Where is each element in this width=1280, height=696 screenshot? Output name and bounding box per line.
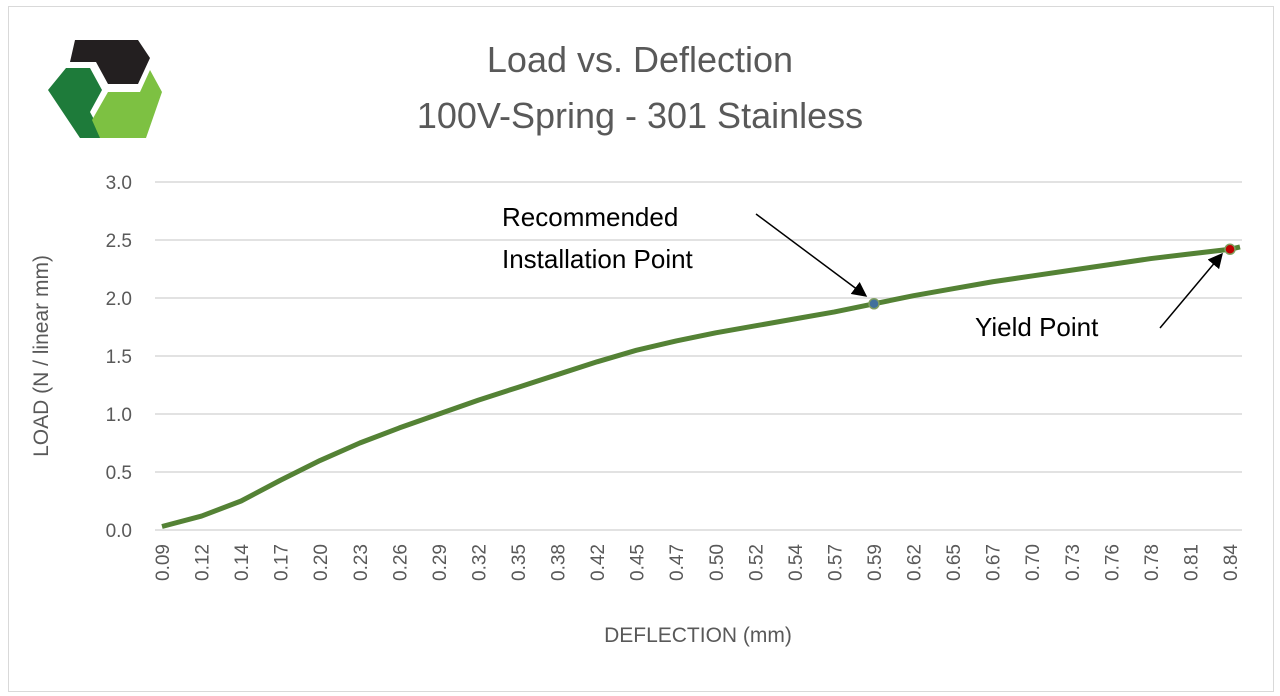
x-tick-label: 0.81 xyxy=(1181,544,1202,581)
x-tick-label: 0.17 xyxy=(272,544,293,581)
x-tick-label: 0.57 xyxy=(825,544,846,581)
annotation-yield-point: Yield Point xyxy=(975,252,1223,342)
chart-title-line-1: Load vs. Deflection xyxy=(487,39,793,80)
annotation-installation-line-1: Recommended xyxy=(502,202,678,232)
x-tick-label: 0.59 xyxy=(865,544,886,581)
x-tick-label: 0.54 xyxy=(786,544,807,581)
x-axis-label: DEFLECTION (mm) xyxy=(604,624,792,647)
x-tick-label: 0.35 xyxy=(509,544,530,581)
x-tick-label: 0.84 xyxy=(1221,544,1242,581)
company-logo xyxy=(48,40,162,138)
x-tick-label: 0.26 xyxy=(390,544,411,581)
x-tick-label: 0.23 xyxy=(351,544,372,581)
x-tick-label: 0.09 xyxy=(153,544,174,581)
x-tick-label: 0.38 xyxy=(549,544,570,581)
series-line-load xyxy=(161,244,1241,529)
yield-point-marker xyxy=(1224,243,1236,256)
installation-point-marker xyxy=(868,298,880,310)
annotation-installation-point: Recommended Installation Point xyxy=(502,202,868,297)
x-tick-label: 0.73 xyxy=(1063,544,1084,581)
x-tick-label: 0.45 xyxy=(628,544,649,581)
y-tick-label: 0.5 xyxy=(106,463,132,484)
y-tick-label: 2.0 xyxy=(106,289,132,310)
y-tick-label: 1.5 xyxy=(106,347,132,368)
x-tick-label: 0.62 xyxy=(905,544,926,581)
annotation-arrow-installation xyxy=(755,213,868,297)
x-tick-label: 0.76 xyxy=(1102,544,1123,581)
x-tick-label: 0.20 xyxy=(311,544,332,581)
chart-title-line-2: 100V-Spring - 301 Stainless xyxy=(417,95,863,136)
annotation-yield-text: Yield Point xyxy=(975,312,1099,342)
x-tick-label: 0.32 xyxy=(469,544,490,581)
y-tick-label: 0.0 xyxy=(106,521,132,542)
x-tick-label: 0.47 xyxy=(667,544,688,581)
y-tick-label: 2.5 xyxy=(106,231,132,252)
y-tick-label: 3.0 xyxy=(106,173,132,194)
x-tick-label: 0.14 xyxy=(232,544,253,581)
x-tick-label: 0.70 xyxy=(1023,544,1044,581)
annotation-installation-line-2: Installation Point xyxy=(502,244,694,274)
annotation-arrow-yield xyxy=(1159,252,1223,329)
x-tick-label: 0.42 xyxy=(588,544,609,581)
y-axis-label: LOAD (N / linear mm) xyxy=(30,255,53,457)
x-tick-label: 0.50 xyxy=(707,544,728,581)
x-tick-label: 0.12 xyxy=(193,544,214,581)
x-tick-label: 0.78 xyxy=(1142,544,1163,581)
x-tick-label: 0.29 xyxy=(430,544,451,581)
y-tick-label: 1.0 xyxy=(106,405,132,426)
x-tick-label: 0.65 xyxy=(944,544,965,581)
x-tick-label: 0.67 xyxy=(984,544,1005,581)
x-tick-label: 0.52 xyxy=(746,544,767,581)
